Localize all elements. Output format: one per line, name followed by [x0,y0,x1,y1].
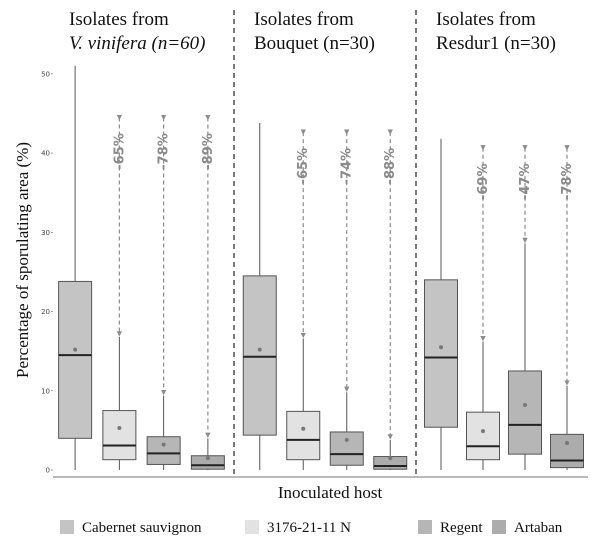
legend-label: Artaban [514,520,563,536]
box-3176-21-11-n [102,336,137,470]
mean-point [205,456,210,461]
box-iqr [58,280,93,439]
mean-point [257,347,262,352]
y-tick-label: 40 [41,150,50,158]
box-cabernet-sauvignon [424,138,458,470]
mean-point [481,429,485,434]
box-cabernet-sauvignon [242,122,277,470]
box-artaban [190,438,225,470]
mean-point [565,441,569,446]
y-tick-label: 10 [41,387,50,395]
panel-title-line1: Isolates from [69,9,169,30]
legend: Cabernet sauvignon 3176-21-11 N Regent Arta… [60,520,563,536]
legend-item: Artaban [492,520,563,536]
box-iqr [146,436,181,465]
panel-title-line1: Isolates from [436,9,536,30]
reduction-label: -69% [476,164,491,201]
box-artaban [373,439,408,470]
box-iqr [466,411,500,461]
box-iqr [424,279,458,428]
legend-item: Cabernet sauvignon [60,520,202,536]
box-iqr [508,370,542,455]
panel-title-line2: Resdur1 (n=30) [436,33,556,54]
mean-point [439,345,443,350]
panel-title-line2: Bouquet (n=30) [254,33,375,54]
reduction-label: -88% [383,148,398,185]
legend-item: Regent [418,520,483,536]
y-tick-label: 0 [46,467,50,475]
box-iqr [286,410,321,461]
reduction-label: -78% [157,133,172,170]
legend-label: 3176-21-11 N [267,520,351,536]
panel-title-line1: Isolates from [254,9,354,30]
mean-point [523,403,527,408]
panel-title-line2: V. vinifera (n=60) [69,33,206,54]
legend-swatch [60,520,74,534]
mean-point [344,437,349,442]
box-iqr [102,410,137,461]
box-regent [146,395,181,470]
mean-point [161,442,166,447]
box-iqr [550,433,584,469]
y-tick-label: 30 [41,229,50,237]
mean-point [301,426,306,431]
box-artaban [550,386,584,470]
legend-label: Regent [440,520,483,536]
reduction-label: -65% [296,148,311,185]
legend-swatch [418,520,432,534]
box-iqr [242,275,277,436]
legend-label: Cabernet sauvignon [82,520,202,536]
y-axis-title: Percentage of sporulating area (%) [13,142,32,378]
box-regent [329,392,364,470]
mean-point [117,426,122,431]
box-3176-21-11-n [286,338,321,470]
reduction-label: -47% [518,164,533,201]
y-tick-label: 20 [41,308,50,316]
box-cabernet-sauvignon [58,65,93,470]
reduction-label: -65% [112,133,127,170]
x-axis-title: Inoculated host [278,483,383,502]
reduction-label: -89% [201,133,216,170]
box-regent [508,243,542,470]
y-tick-label: 50 [41,70,50,78]
legend-swatch [245,520,259,534]
panels-layer: 0 10 20 30 40 50 Isolates from V. vinifera (n=6… [41,9,588,478]
legend-swatch [492,520,506,534]
mean-point [73,347,78,352]
mean-point [388,456,393,461]
reduction-label: -78% [560,164,575,201]
reduction-label: -74% [340,148,355,185]
legend-item: 3176-21-11 N [245,520,351,536]
box-3176-21-11-n [466,341,500,470]
box-iqr [329,431,364,466]
